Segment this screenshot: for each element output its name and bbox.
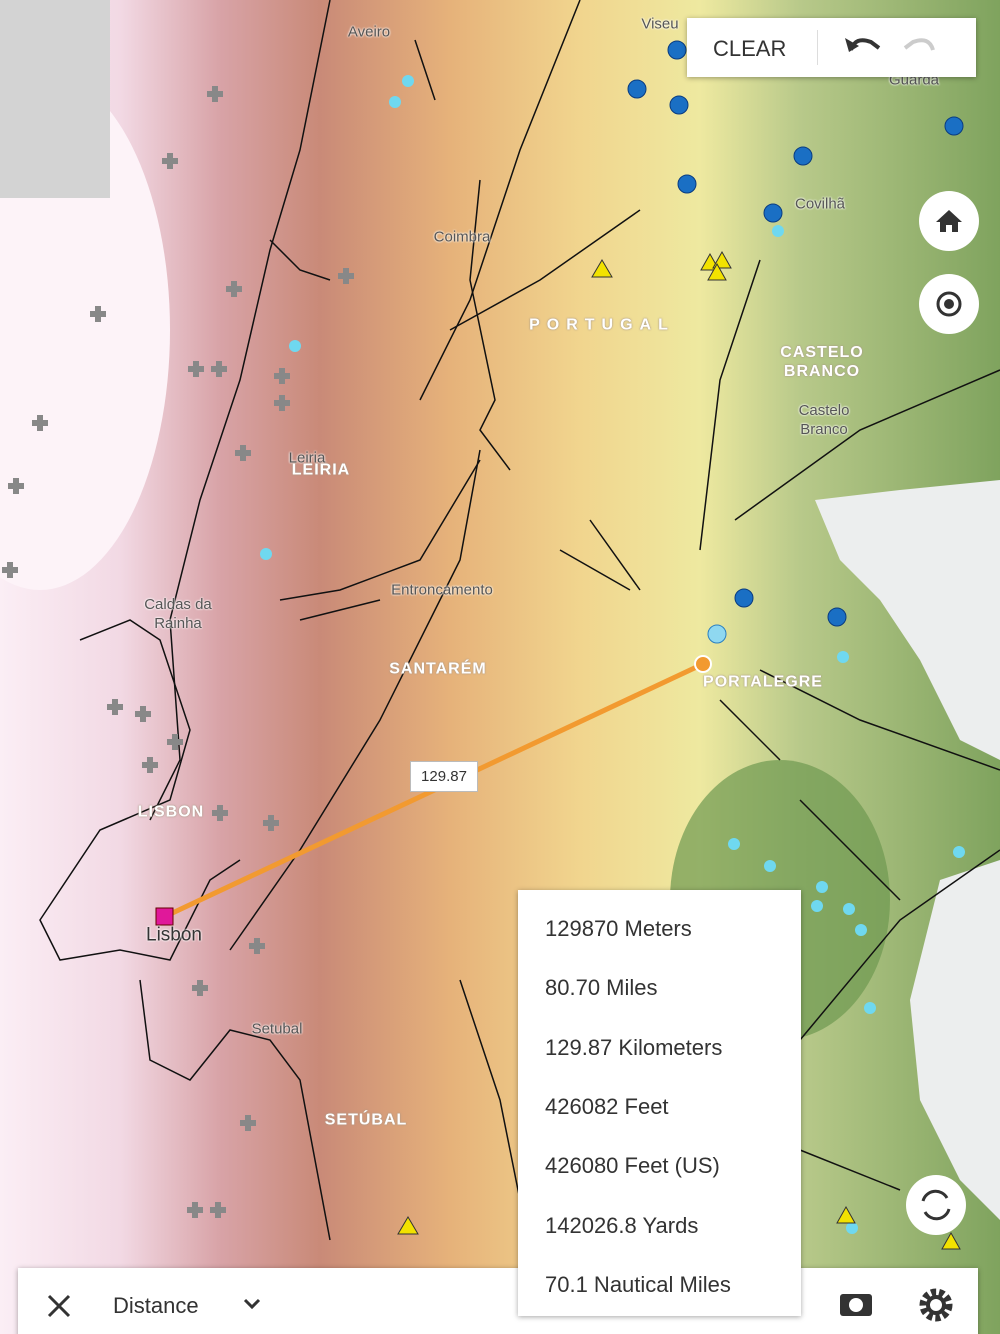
undo-arrow [845, 38, 859, 52]
place-label: Lisbon [146, 924, 202, 946]
unit-option[interactable]: 129870 Meters [545, 916, 692, 941]
region-label: PORTUGAL [529, 316, 675, 334]
units-menu: 129870 Meters 80.70 Miles 129.87 Kilometer… [518, 890, 801, 1316]
bottom-bar: Distance [18, 1268, 978, 1334]
unit-option[interactable]: 142026.8 Yards [545, 1212, 699, 1238]
region-label: LISBON [137, 803, 205, 821]
place-label: Entroncamento [391, 581, 493, 599]
land-mask [815, 480, 1000, 760]
unit-option[interactable]: 129.87 Kilometers [545, 1034, 723, 1060]
region-label: LEIRIA [291, 461, 351, 479]
place-label: Covilhã [794, 195, 846, 213]
place-label: Viseu [641, 15, 679, 33]
place-label: Coimbra [433, 228, 491, 246]
region-label: SANTARÉM [389, 660, 487, 678]
settings-button[interactable] [919, 1288, 953, 1322]
markers-triangle [397, 250, 961, 1250]
measure-start[interactable] [155, 907, 174, 926]
clear-button[interactable]: CLEAR [713, 36, 787, 61]
measure-end[interactable] [694, 655, 712, 673]
place-label: Leiria [288, 449, 326, 467]
markers-dot [260, 75, 965, 1234]
fault-lines [39, 0, 1000, 1241]
place-label: Aveiro [347, 23, 391, 41]
unit-option[interactable]: 80.70 Miles [545, 975, 658, 1001]
unit-option[interactable]: 426080 Feet (US) [545, 1153, 720, 1179]
unit-option[interactable]: 70.1 Nautical Miles [545, 1271, 731, 1297]
place-label: Caldas da Rainha [144, 596, 212, 632]
no-data [0, 0, 110, 198]
camera-lens [849, 1298, 863, 1312]
land-mask [910, 860, 1000, 1220]
settings-ring [926, 1295, 946, 1315]
region-label: PORTALEGRE [703, 673, 823, 691]
tool-name[interactable]: Distance [113, 1293, 199, 1318]
marker-hex-light [707, 624, 727, 644]
toolbar: CLEAR [687, 18, 976, 77]
unit-option[interactable]: 426082 Feet [545, 1093, 669, 1119]
tool-dropdown[interactable] [243, 1298, 261, 1310]
place-label: Castelo Branco [798, 402, 850, 438]
measure-label: 129.87 [410, 761, 478, 792]
place-label: Setubal [251, 1020, 303, 1038]
region-label: CASTELO BRANCO [780, 344, 864, 380]
redo-button[interactable] [903, 38, 935, 51]
markers-hex [627, 40, 964, 627]
region-label: SETÚBAL [324, 1111, 408, 1129]
markers-cross [2, 86, 354, 1218]
history-buttons [845, 38, 935, 52]
zone [0, 70, 170, 590]
close-button[interactable] [47, 1294, 71, 1318]
bottom-icons [47, 1288, 953, 1322]
